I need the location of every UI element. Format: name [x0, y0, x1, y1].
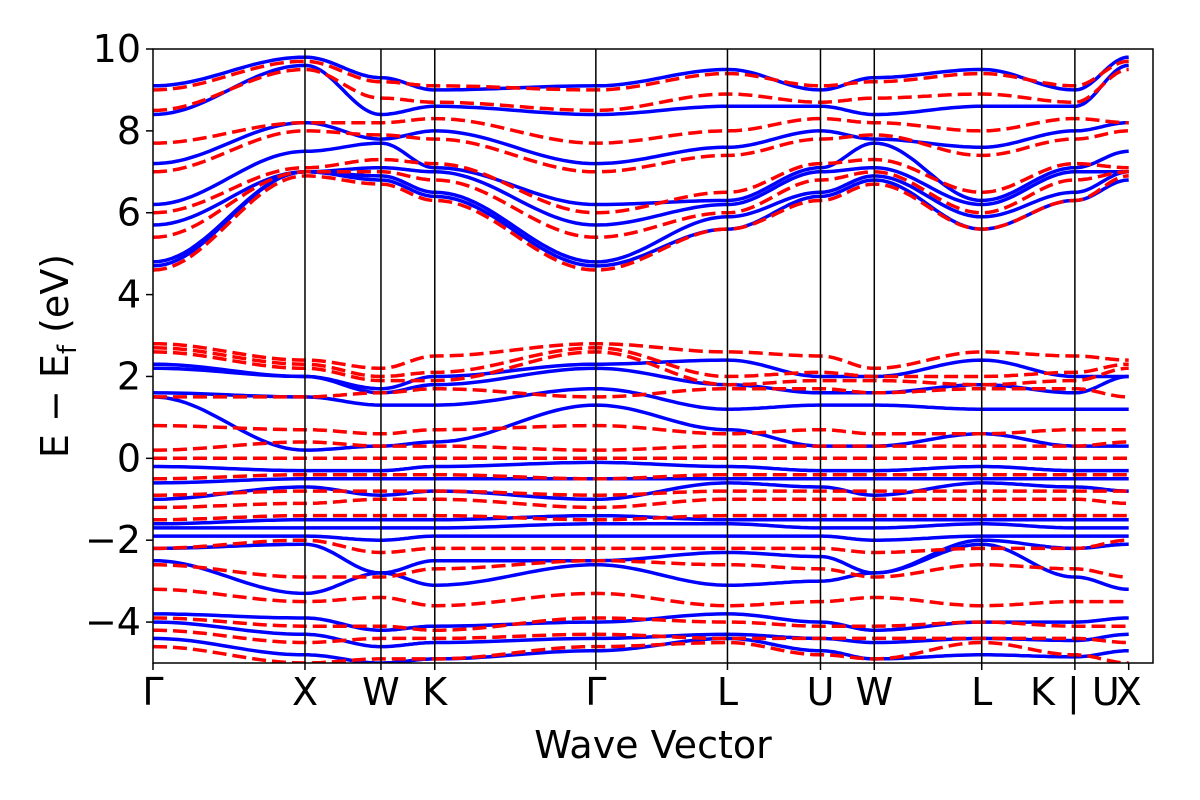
band-dashed-4 [153, 558, 1129, 579]
band-dashed-13 [153, 386, 1129, 399]
y-tick-label-7: 10 [93, 27, 141, 71]
y-axis-label-main: E − E [33, 354, 77, 458]
x-tick-label-6: U [807, 670, 835, 714]
y-ticks: −4 −2 0 2 4 6 8 10 [85, 27, 153, 644]
x-tick-label-0: Γ [142, 670, 163, 714]
band-dashed-1 [153, 628, 1129, 645]
band-dashed-7 [153, 497, 1129, 510]
band-dashed-16 [153, 341, 1129, 371]
band-dashed-8 [153, 489, 1129, 497]
band-dashed-0 [153, 640, 1129, 663]
band-dashed-9 [153, 472, 1129, 481]
y-tick-label-6: 8 [117, 109, 141, 153]
plot-background [153, 49, 1153, 663]
y-tick-label-4: 4 [117, 273, 141, 317]
y-axis-label-unit: (eV) [33, 254, 77, 345]
x-tick-label-1: X [292, 670, 318, 714]
band-dashed-12 [153, 423, 1129, 436]
band-dashed-2 [153, 616, 1129, 633]
x-tick-label-10: X [1116, 670, 1142, 714]
y-tick-label-3: 2 [117, 354, 141, 398]
x-tick-label-5: L [717, 670, 738, 714]
band-dashed-3 [153, 587, 1129, 608]
x-tick-label-8: L [971, 670, 992, 714]
y-tick-label-0: −4 [85, 600, 141, 644]
y-tick-label-5: 6 [117, 191, 141, 235]
x-tick-label-3: K [422, 670, 448, 714]
kpoint-lines [304, 49, 1076, 663]
y-tick-label-1: −2 [85, 518, 141, 562]
x-axis-label: Wave Vector [534, 723, 772, 767]
x-tick-label-4: Γ [585, 670, 606, 714]
x-tick-label-2: W [362, 670, 400, 714]
x-tick-label-9: K | U [1030, 670, 1120, 715]
y-tick-label-2: 0 [117, 436, 141, 480]
plot-frame [152, 48, 1154, 664]
band-dashed-6 [153, 513, 1129, 522]
band-dashed-5 [153, 538, 1129, 555]
x-tick-label-7: W [855, 670, 893, 714]
y-axis-label-subscript: f [53, 344, 83, 354]
band-dashed-11 [153, 440, 1129, 452]
band-dashed-21 [153, 116, 1129, 145]
y-axis-label: E − Ef (eV) [33, 254, 83, 458]
